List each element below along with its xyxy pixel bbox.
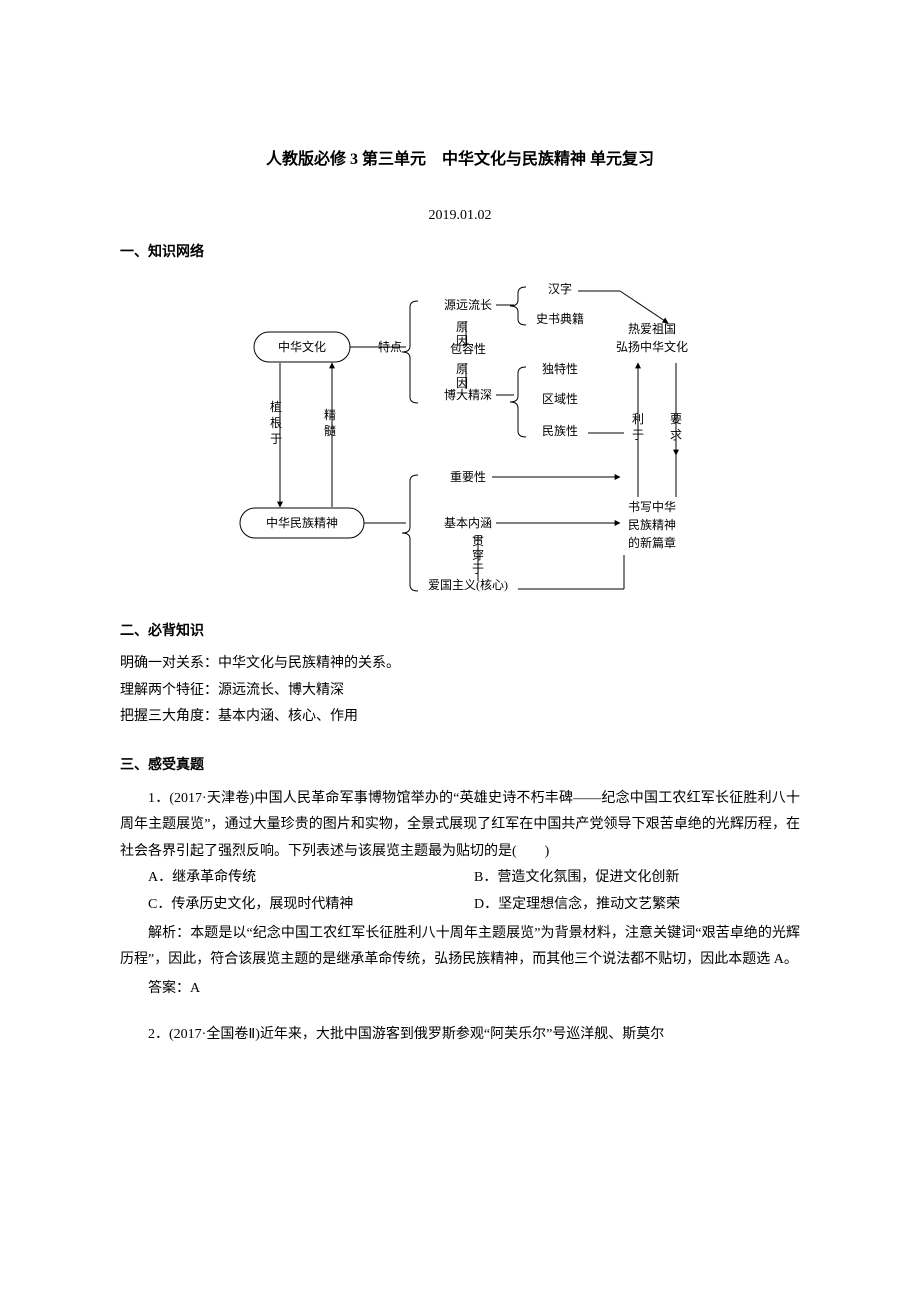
svg-text:的新篇章: 的新篇章 bbox=[628, 535, 676, 550]
section2-heading: 二、必背知识 bbox=[120, 619, 800, 646]
svg-text:于: 于 bbox=[270, 432, 282, 446]
svg-text:于: 于 bbox=[632, 428, 644, 442]
svg-text:贯: 贯 bbox=[472, 534, 484, 548]
svg-text:基本内涵: 基本内涵 bbox=[444, 516, 492, 530]
svg-text:原: 原 bbox=[456, 362, 468, 376]
svg-text:植: 植 bbox=[270, 399, 282, 414]
svg-text:根: 根 bbox=[270, 416, 282, 430]
svg-text:汉字: 汉字 bbox=[548, 281, 572, 296]
svg-text:中华文化: 中华文化 bbox=[278, 339, 326, 354]
q1-options: A．继承革命传统 B．营造文化氛围，促进文化创新 C．传承历史文化，展现时代精神… bbox=[148, 865, 800, 918]
q1-analysis: 解析：本题是以“纪念中国工农红军长征胜利八十周年主题展览”为背景材料，注意关键词… bbox=[120, 921, 800, 974]
page-title: 人教版必修 3 第三单元 中华文化与民族精神 单元复习 bbox=[120, 145, 800, 175]
page-date: 2019.01.02 bbox=[120, 203, 800, 230]
q1-opt-c: C．传承历史文化，展现时代精神 bbox=[148, 892, 474, 919]
svg-text:民族精神: 民族精神 bbox=[628, 518, 676, 532]
svg-text:求: 求 bbox=[670, 428, 682, 442]
section1-heading: 一、知识网络 bbox=[120, 240, 800, 267]
section2-line-0: 明确一对关系：中华文化与民族精神的关系。 bbox=[120, 651, 800, 678]
svg-text:弘扬中华文化: 弘扬中华文化 bbox=[616, 339, 688, 354]
svg-text:原: 原 bbox=[456, 320, 468, 334]
svg-text:要: 要 bbox=[670, 412, 682, 426]
q1-stem: 1．(2017·天津卷)中国人民革命军事博物馆举办的“英雄史诗不朽丰碑——纪念中… bbox=[120, 786, 800, 866]
svg-text:热爱祖国: 热爱祖国 bbox=[628, 321, 676, 336]
svg-text:源远流长: 源远流长 bbox=[444, 298, 492, 312]
q1-opt-b: B．营造文化氛围，促进文化创新 bbox=[474, 865, 800, 892]
svg-text:于: 于 bbox=[472, 562, 484, 576]
svg-text:精: 精 bbox=[324, 408, 336, 422]
q1-opt-a: A．继承革命传统 bbox=[148, 865, 474, 892]
svg-text:民族性: 民族性 bbox=[542, 424, 578, 438]
section2-line-2: 把握三大角度：基本内涵、核心、作用 bbox=[120, 704, 800, 731]
svg-text:书写中华: 书写中华 bbox=[628, 499, 676, 514]
knowledge-diagram: 中华文化中华民族精神特点源远流长博大精深原因包容性原因汉字史书典籍独特性区域性民… bbox=[120, 275, 800, 605]
svg-text:重要性: 重要性 bbox=[450, 470, 486, 484]
svg-text:包容性: 包容性 bbox=[450, 341, 486, 356]
svg-text:中华民族精神: 中华民族精神 bbox=[266, 515, 338, 530]
q2-stem: 2．(2017·全国卷Ⅱ)近年来，大批中国游客到俄罗斯参观“阿芙乐尔”号巡洋舰、… bbox=[120, 1022, 800, 1049]
svg-text:髓: 髓 bbox=[324, 424, 336, 438]
svg-text:史书典籍: 史书典籍 bbox=[536, 311, 584, 326]
svg-text:特点: 特点 bbox=[378, 339, 402, 354]
svg-text:利: 利 bbox=[632, 412, 644, 426]
q1-opt-d: D．坚定理想信念，推动文艺繁荣 bbox=[474, 892, 800, 919]
svg-text:区域性: 区域性 bbox=[542, 392, 578, 406]
section2-line-1: 理解两个特征：源远流长、博大精深 bbox=[120, 678, 800, 705]
q1-answer: 答案：A bbox=[120, 976, 800, 1003]
svg-text:独特性: 独特性 bbox=[542, 361, 578, 376]
svg-text:穿: 穿 bbox=[472, 547, 484, 562]
section3-heading: 三、感受真题 bbox=[120, 753, 800, 780]
svg-text:因: 因 bbox=[456, 376, 468, 390]
svg-text:爱国主义(核心): 爱国主义(核心) bbox=[428, 578, 508, 592]
